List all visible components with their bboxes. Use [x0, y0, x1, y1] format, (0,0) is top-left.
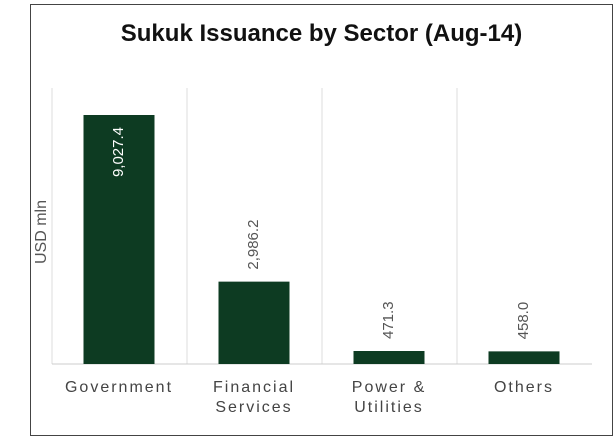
- bar: [83, 115, 155, 364]
- x-tick-label: Power &: [352, 379, 426, 396]
- data-label: 2,986.2: [245, 220, 262, 270]
- data-label: 9,027.4: [110, 127, 127, 177]
- bar: [218, 281, 290, 364]
- bar: [488, 351, 560, 364]
- x-tick-label: Utilities: [354, 399, 424, 416]
- bar: [353, 351, 425, 364]
- x-tick-label: Services: [215, 399, 292, 416]
- data-label: 458.0: [515, 302, 532, 340]
- x-tick-label: Financial: [213, 379, 295, 396]
- chart-title: Sukuk Issuance by Sector (Aug-14): [120, 20, 523, 47]
- x-tick-label: Others: [494, 379, 554, 396]
- x-tick-label: Government: [65, 379, 173, 396]
- data-label: 471.3: [380, 301, 397, 339]
